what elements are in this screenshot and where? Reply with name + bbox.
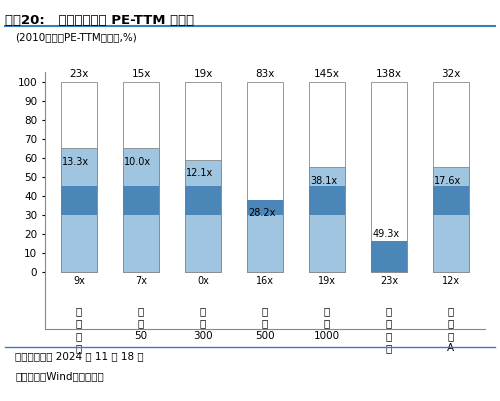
Text: 19x: 19x [194, 69, 212, 79]
Bar [123, 82, 159, 272]
Bar [433, 82, 469, 272]
Bar [247, 200, 283, 215]
Bar [185, 82, 221, 272]
Bar [247, 82, 283, 272]
Bar [433, 186, 469, 215]
Text: 15x: 15x [132, 69, 150, 79]
Bar [309, 82, 345, 272]
Text: 沪
深
300: 沪 深 300 [193, 306, 213, 341]
Text: 23x: 23x [380, 275, 398, 286]
Bar [185, 186, 221, 215]
Text: 万
得
全
A: 万 得 全 A [448, 306, 454, 353]
Bar [123, 148, 159, 272]
Text: 创
业
板
指: 创 业 板 指 [386, 306, 392, 353]
Bar [61, 186, 97, 215]
Text: 0x: 0x [197, 275, 209, 286]
Text: 145x: 145x [314, 69, 340, 79]
Text: 28.2x: 28.2x [248, 208, 276, 218]
Bar [247, 200, 283, 272]
Text: 上
证
50: 上 证 50 [134, 306, 147, 341]
Bar [309, 167, 345, 272]
Text: 资料来源：Wind，华泰研究: 资料来源：Wind，华泰研究 [15, 371, 104, 381]
Text: 上
证
指
数: 上 证 指 数 [76, 306, 82, 353]
Text: 138x: 138x [376, 69, 402, 79]
Bar [433, 167, 469, 272]
Bar [371, 241, 407, 272]
Bar [61, 82, 97, 272]
Text: 9x: 9x [73, 275, 85, 286]
Text: 38.1x: 38.1x [310, 176, 338, 186]
Bar [371, 241, 407, 272]
Text: 32x: 32x [441, 69, 460, 79]
Text: 中
证
1000: 中 证 1000 [314, 306, 340, 341]
Text: 49.3x: 49.3x [372, 229, 400, 239]
Text: 13.3x: 13.3x [62, 156, 90, 166]
Bar [123, 186, 159, 215]
Text: 7x: 7x [135, 275, 147, 286]
Bar [371, 82, 407, 272]
Bar [309, 186, 345, 215]
Text: 10.0x: 10.0x [124, 156, 152, 166]
Text: 17.6x: 17.6x [434, 176, 462, 186]
Text: 12.1x: 12.1x [186, 168, 214, 178]
Text: 12x: 12x [442, 275, 460, 286]
Text: 中
证
500: 中 证 500 [255, 306, 275, 341]
Bar [61, 148, 97, 272]
Text: 注：数据截至 2024 年 11 月 18 日: 注：数据截至 2024 年 11 月 18 日 [15, 351, 144, 361]
Bar [185, 160, 221, 272]
Text: 图興20:   主要股票指数 PE-TTM 分位数: 图興20: 主要股票指数 PE-TTM 分位数 [5, 14, 194, 27]
Text: 16x: 16x [256, 275, 274, 286]
Text: 19x: 19x [318, 275, 336, 286]
Text: 83x: 83x [256, 69, 274, 79]
Text: 23x: 23x [70, 69, 89, 79]
Text: (2010年以来PE-TTM分位数,%): (2010年以来PE-TTM分位数,%) [15, 32, 137, 42]
